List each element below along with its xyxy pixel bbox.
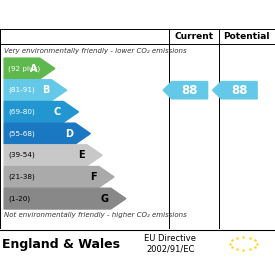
Polygon shape — [4, 101, 79, 122]
Text: E: E — [78, 150, 85, 160]
Text: (1-20): (1-20) — [8, 195, 30, 202]
Text: England & Wales: England & Wales — [1, 238, 120, 251]
Text: F: F — [90, 172, 97, 182]
Text: Very environmentally friendly - lower CO₂ emissions: Very environmentally friendly - lower CO… — [4, 48, 187, 54]
Text: (92 plus): (92 plus) — [8, 65, 40, 72]
Text: 88: 88 — [231, 84, 248, 97]
Polygon shape — [4, 145, 102, 166]
Text: Environmental Impact (CO₂) Rating: Environmental Impact (CO₂) Rating — [21, 8, 254, 21]
Text: (69-80): (69-80) — [8, 109, 35, 115]
Polygon shape — [4, 58, 55, 79]
Text: C: C — [54, 107, 61, 117]
Text: Not environmentally friendly - higher CO₂ emissions: Not environmentally friendly - higher CO… — [4, 212, 187, 218]
Text: EU Directive
2002/91/EC: EU Directive 2002/91/EC — [144, 234, 197, 254]
Text: A: A — [30, 63, 37, 74]
Polygon shape — [213, 82, 257, 99]
Polygon shape — [4, 123, 90, 144]
Polygon shape — [4, 80, 67, 101]
Text: (81-91): (81-91) — [8, 87, 35, 93]
Text: 88: 88 — [182, 84, 198, 97]
Polygon shape — [163, 82, 208, 99]
Text: Current: Current — [174, 32, 213, 41]
Polygon shape — [4, 166, 114, 187]
Text: B: B — [42, 85, 49, 95]
Polygon shape — [4, 188, 126, 209]
Text: (55-68): (55-68) — [8, 130, 35, 137]
Text: D: D — [65, 128, 73, 139]
Text: (39-54): (39-54) — [8, 152, 35, 158]
Text: G: G — [101, 194, 109, 204]
Text: Potential: Potential — [224, 32, 270, 41]
Text: (21-38): (21-38) — [8, 174, 35, 180]
